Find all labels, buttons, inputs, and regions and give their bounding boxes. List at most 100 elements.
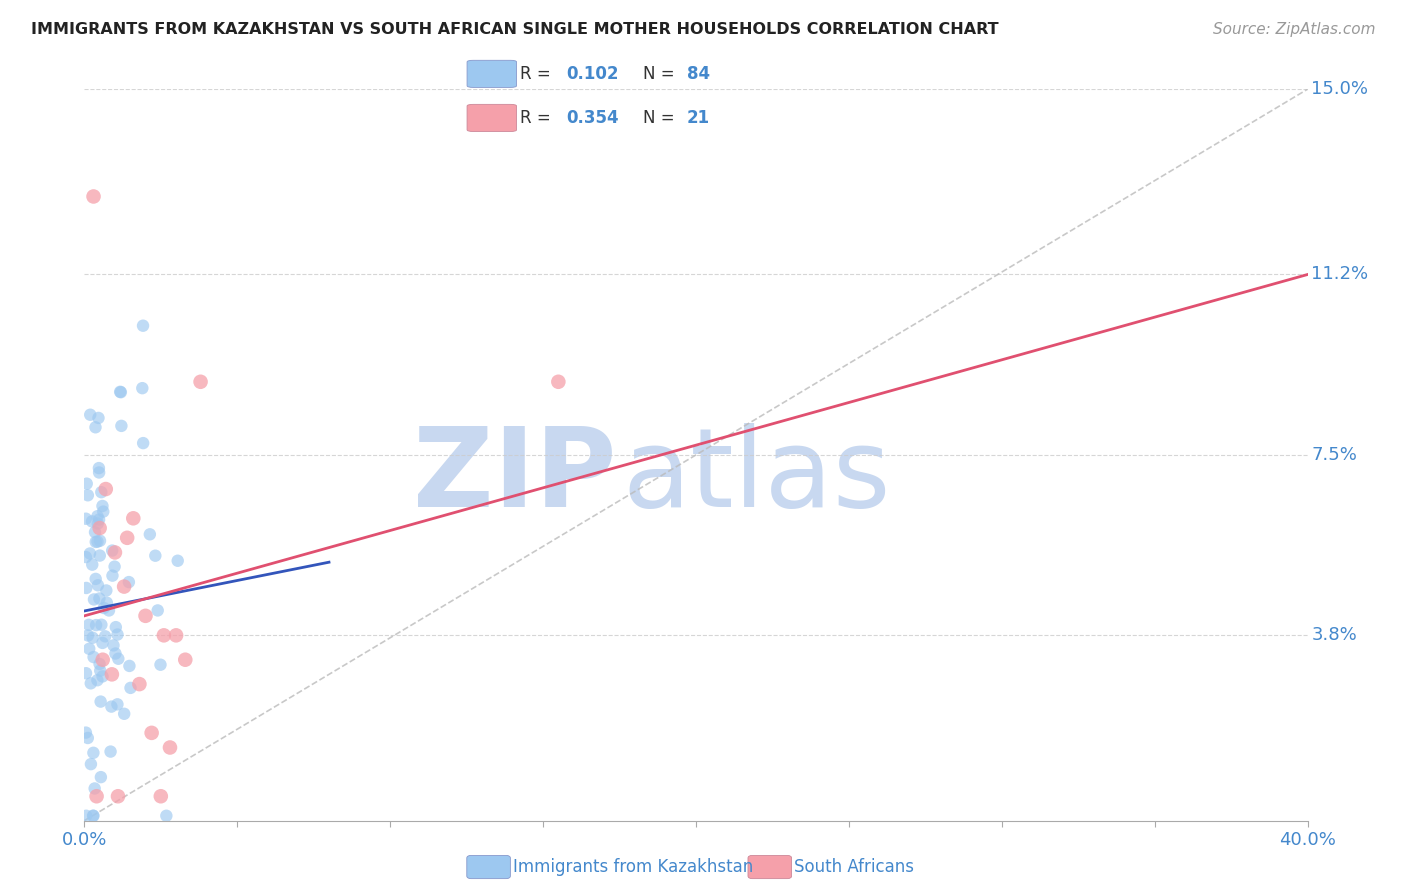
- Point: [153, 628, 176, 642]
- Point: [82, 631, 104, 645]
- Point: [86, 673, 108, 688]
- Point: [90, 770, 112, 784]
- Text: 21: 21: [686, 109, 710, 127]
- Point: [107, 789, 129, 804]
- Point: [76, 488, 98, 502]
- Point: [75, 666, 97, 681]
- Point: [104, 620, 127, 634]
- Point: [87, 516, 110, 531]
- Text: 15.0%: 15.0%: [1312, 80, 1368, 98]
- Point: [91, 669, 114, 683]
- Point: [120, 681, 142, 695]
- Point: [107, 698, 129, 712]
- Point: [84, 525, 107, 540]
- Point: [141, 726, 163, 740]
- Point: [118, 575, 141, 590]
- Point: [149, 789, 172, 804]
- Point: [146, 603, 169, 617]
- Point: [165, 628, 187, 642]
- Text: 0.354: 0.354: [567, 109, 619, 127]
- Text: IMMIGRANTS FROM KAZAKHSTAN VS SOUTH AFRICAN SINGLE MOTHER HOUSEHOLDS CORRELATION: IMMIGRANTS FROM KAZAKHSTAN VS SOUTH AFRI…: [31, 22, 998, 37]
- Point: [89, 533, 111, 548]
- Point: [110, 418, 132, 433]
- Point: [108, 384, 131, 399]
- Point: [89, 664, 111, 678]
- Point: [90, 617, 112, 632]
- Point: [90, 695, 112, 709]
- Point: [86, 534, 108, 549]
- Point: [80, 676, 103, 690]
- Point: [101, 543, 124, 558]
- Point: [135, 608, 157, 623]
- Point: [110, 385, 132, 400]
- Point: [86, 789, 108, 804]
- Point: [112, 706, 135, 721]
- Point: [84, 535, 107, 549]
- Point: [149, 657, 172, 672]
- Point: [155, 809, 177, 823]
- Point: [91, 499, 114, 513]
- Text: N =: N =: [644, 65, 681, 83]
- Point: [76, 476, 98, 491]
- Point: [91, 653, 114, 667]
- Point: [115, 531, 138, 545]
- Point: [82, 809, 104, 823]
- Point: [84, 618, 107, 632]
- Point: [82, 809, 104, 823]
- Point: [104, 545, 127, 559]
- Text: N =: N =: [644, 109, 681, 127]
- Point: [80, 757, 103, 772]
- Point: [100, 745, 122, 759]
- Point: [104, 559, 127, 574]
- Point: [84, 572, 107, 586]
- Text: ZIP: ZIP: [413, 424, 616, 531]
- Point: [107, 627, 129, 641]
- Point: [80, 515, 103, 529]
- Point: [166, 554, 188, 568]
- Point: [94, 482, 117, 496]
- Point: [83, 650, 105, 665]
- Point: [87, 578, 110, 592]
- FancyBboxPatch shape: [467, 61, 516, 87]
- Point: [112, 580, 135, 594]
- Point: [100, 699, 122, 714]
- Text: R =: R =: [520, 109, 555, 127]
- Text: R =: R =: [520, 65, 555, 83]
- Point: [159, 740, 181, 755]
- Point: [96, 596, 118, 610]
- Point: [83, 189, 105, 203]
- Point: [77, 628, 100, 642]
- Point: [75, 581, 97, 595]
- Point: [79, 408, 101, 422]
- Point: [75, 512, 97, 526]
- Text: 7.5%: 7.5%: [1312, 446, 1357, 464]
- Point: [77, 641, 100, 656]
- Point: [87, 466, 110, 480]
- Point: [83, 781, 105, 796]
- Point: [75, 550, 97, 565]
- Point: [118, 659, 141, 673]
- Point: [89, 521, 111, 535]
- Point: [84, 420, 107, 434]
- Point: [101, 667, 124, 681]
- Point: [143, 549, 166, 563]
- Point: [174, 653, 197, 667]
- Point: [87, 513, 110, 527]
- FancyBboxPatch shape: [467, 104, 516, 131]
- Text: Immigrants from Kazakhstan: Immigrants from Kazakhstan: [513, 858, 754, 876]
- Point: [101, 568, 124, 582]
- Point: [132, 436, 155, 450]
- Text: 11.2%: 11.2%: [1312, 266, 1368, 284]
- Point: [90, 485, 112, 500]
- Point: [91, 505, 114, 519]
- Text: South Africans: South Africans: [794, 858, 914, 876]
- Point: [139, 527, 162, 541]
- Point: [98, 603, 121, 617]
- Point: [89, 591, 111, 606]
- Point: [86, 509, 108, 524]
- Point: [87, 461, 110, 475]
- Point: [190, 375, 212, 389]
- Point: [79, 546, 101, 560]
- FancyBboxPatch shape: [467, 855, 510, 879]
- Point: [77, 617, 100, 632]
